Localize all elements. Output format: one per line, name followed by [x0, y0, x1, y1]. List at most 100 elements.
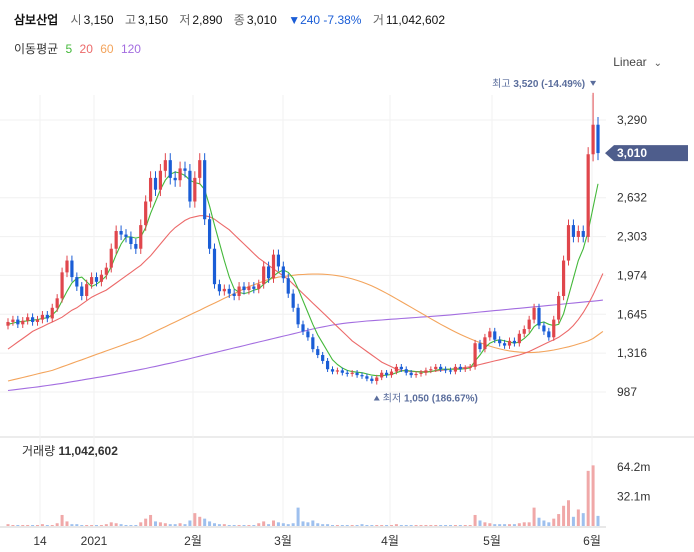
candle-body — [419, 372, 423, 374]
candle-body — [168, 160, 172, 178]
volume-bar — [203, 518, 207, 526]
x-tick-label: 2월 — [184, 534, 202, 548]
volume-bar — [394, 524, 398, 526]
candle-body — [512, 340, 517, 344]
volume-bar — [114, 523, 118, 526]
scale-toggle[interactable]: Linear ⌄ — [613, 55, 662, 69]
x-tick-label: 2021 — [81, 534, 108, 548]
volume-bar — [355, 525, 359, 526]
volume-bar — [350, 525, 354, 526]
candle-body — [35, 319, 40, 322]
volume-bar — [75, 524, 79, 526]
candle-body — [434, 366, 438, 370]
candle-body — [94, 277, 99, 282]
low-label: 저 — [179, 13, 191, 27]
candle-body — [11, 319, 15, 322]
candle-body — [596, 124, 600, 154]
y-tick-label: 987 — [617, 385, 637, 399]
candle-body — [301, 324, 305, 332]
candle-body — [380, 372, 384, 378]
candle-body — [493, 331, 497, 340]
volume-bar — [488, 523, 492, 526]
candle-body — [266, 266, 271, 279]
volume-bar — [335, 525, 339, 526]
volume-bar — [434, 525, 438, 526]
candle-body — [448, 370, 453, 372]
stock-name: 삼보산업 — [14, 13, 59, 27]
candle-body — [124, 234, 128, 237]
candle-body — [547, 331, 551, 338]
candle-body — [45, 314, 49, 319]
annotations: 3,010 최고 3,520 (-14.49%) 최저 1,050 (186.67%… — [373, 78, 688, 405]
volume-bar — [16, 525, 20, 526]
candle-body — [365, 376, 369, 379]
high-label: 고 — [124, 13, 136, 27]
volume-bar — [198, 516, 202, 526]
volume-bar — [399, 525, 403, 526]
volume-bar — [473, 514, 477, 526]
volume-bar — [345, 525, 349, 526]
volume-bar — [365, 525, 369, 526]
candle-body — [473, 343, 477, 367]
candle-body — [316, 349, 320, 356]
candle-body — [65, 260, 69, 273]
volume-bar — [419, 525, 423, 526]
volume-bar — [291, 523, 295, 526]
candle-body — [375, 377, 379, 382]
volume-bar — [178, 523, 182, 526]
volume-bar — [109, 522, 113, 526]
moving-average-legend[interactable]: 이동평균 5 20 60 120 — [14, 40, 145, 57]
candle-body — [350, 372, 354, 374]
volume-bar — [301, 521, 305, 526]
x-tick-label: 4월 — [381, 534, 399, 548]
volume-bar — [188, 520, 192, 526]
volume-bar — [119, 524, 123, 526]
current-price-text: 3,010 — [617, 146, 647, 160]
low-annotation-value: 1,050 (186.67%) — [404, 394, 478, 405]
candle-body — [409, 372, 413, 376]
candle-body — [104, 267, 108, 275]
candle-body — [502, 343, 507, 346]
volume-value: 11,042,602 — [385, 13, 446, 27]
high-annotation: 최고 3,520 (-14.49%) — [492, 78, 585, 90]
volume-bar — [571, 516, 575, 526]
volume-bar — [276, 522, 280, 526]
candle-body — [335, 370, 340, 372]
axis-labels: 3,290 2,632 2,303 1,974 1,645 1,316 987 14 2021 2… — [22, 113, 650, 548]
y-tick-label: 1,974 — [617, 268, 647, 282]
volume-bar — [55, 523, 59, 526]
y-tick-label: 2,632 — [617, 191, 647, 205]
ma120-line — [7, 299, 603, 392]
volume-bar — [262, 521, 266, 526]
volume-bar — [296, 507, 300, 526]
volume-bar — [267, 524, 271, 526]
volume-bar — [508, 524, 511, 526]
candle-body — [60, 272, 64, 299]
candle-body — [148, 177, 153, 202]
price-change: ▼240 -7.38% — [288, 13, 362, 27]
open-price: 3,150 — [83, 13, 114, 27]
volume-bar — [591, 465, 595, 526]
volume-label: 거 — [372, 13, 384, 27]
volume-bar — [168, 524, 172, 526]
volume-bar — [375, 525, 379, 526]
candle-body — [384, 372, 389, 376]
candle-body — [561, 260, 566, 296]
volume-bar — [237, 525, 241, 526]
volume-bar — [453, 525, 457, 526]
volume-bar — [232, 525, 236, 526]
volume-bar — [586, 470, 590, 526]
x-tick-label: 14 — [33, 534, 47, 548]
volume-tick-label: 32.1m — [617, 490, 650, 504]
low-price: 2,890 — [192, 13, 223, 27]
current-price-tag — [605, 145, 688, 162]
candle-body — [345, 372, 349, 374]
ma20-line — [7, 215, 604, 373]
volume-bar — [158, 522, 162, 526]
candle-body — [139, 225, 143, 249]
volume-bar — [163, 523, 167, 526]
volume-bar — [173, 524, 177, 526]
candle-body — [527, 319, 531, 330]
candle-body — [443, 369, 448, 371]
